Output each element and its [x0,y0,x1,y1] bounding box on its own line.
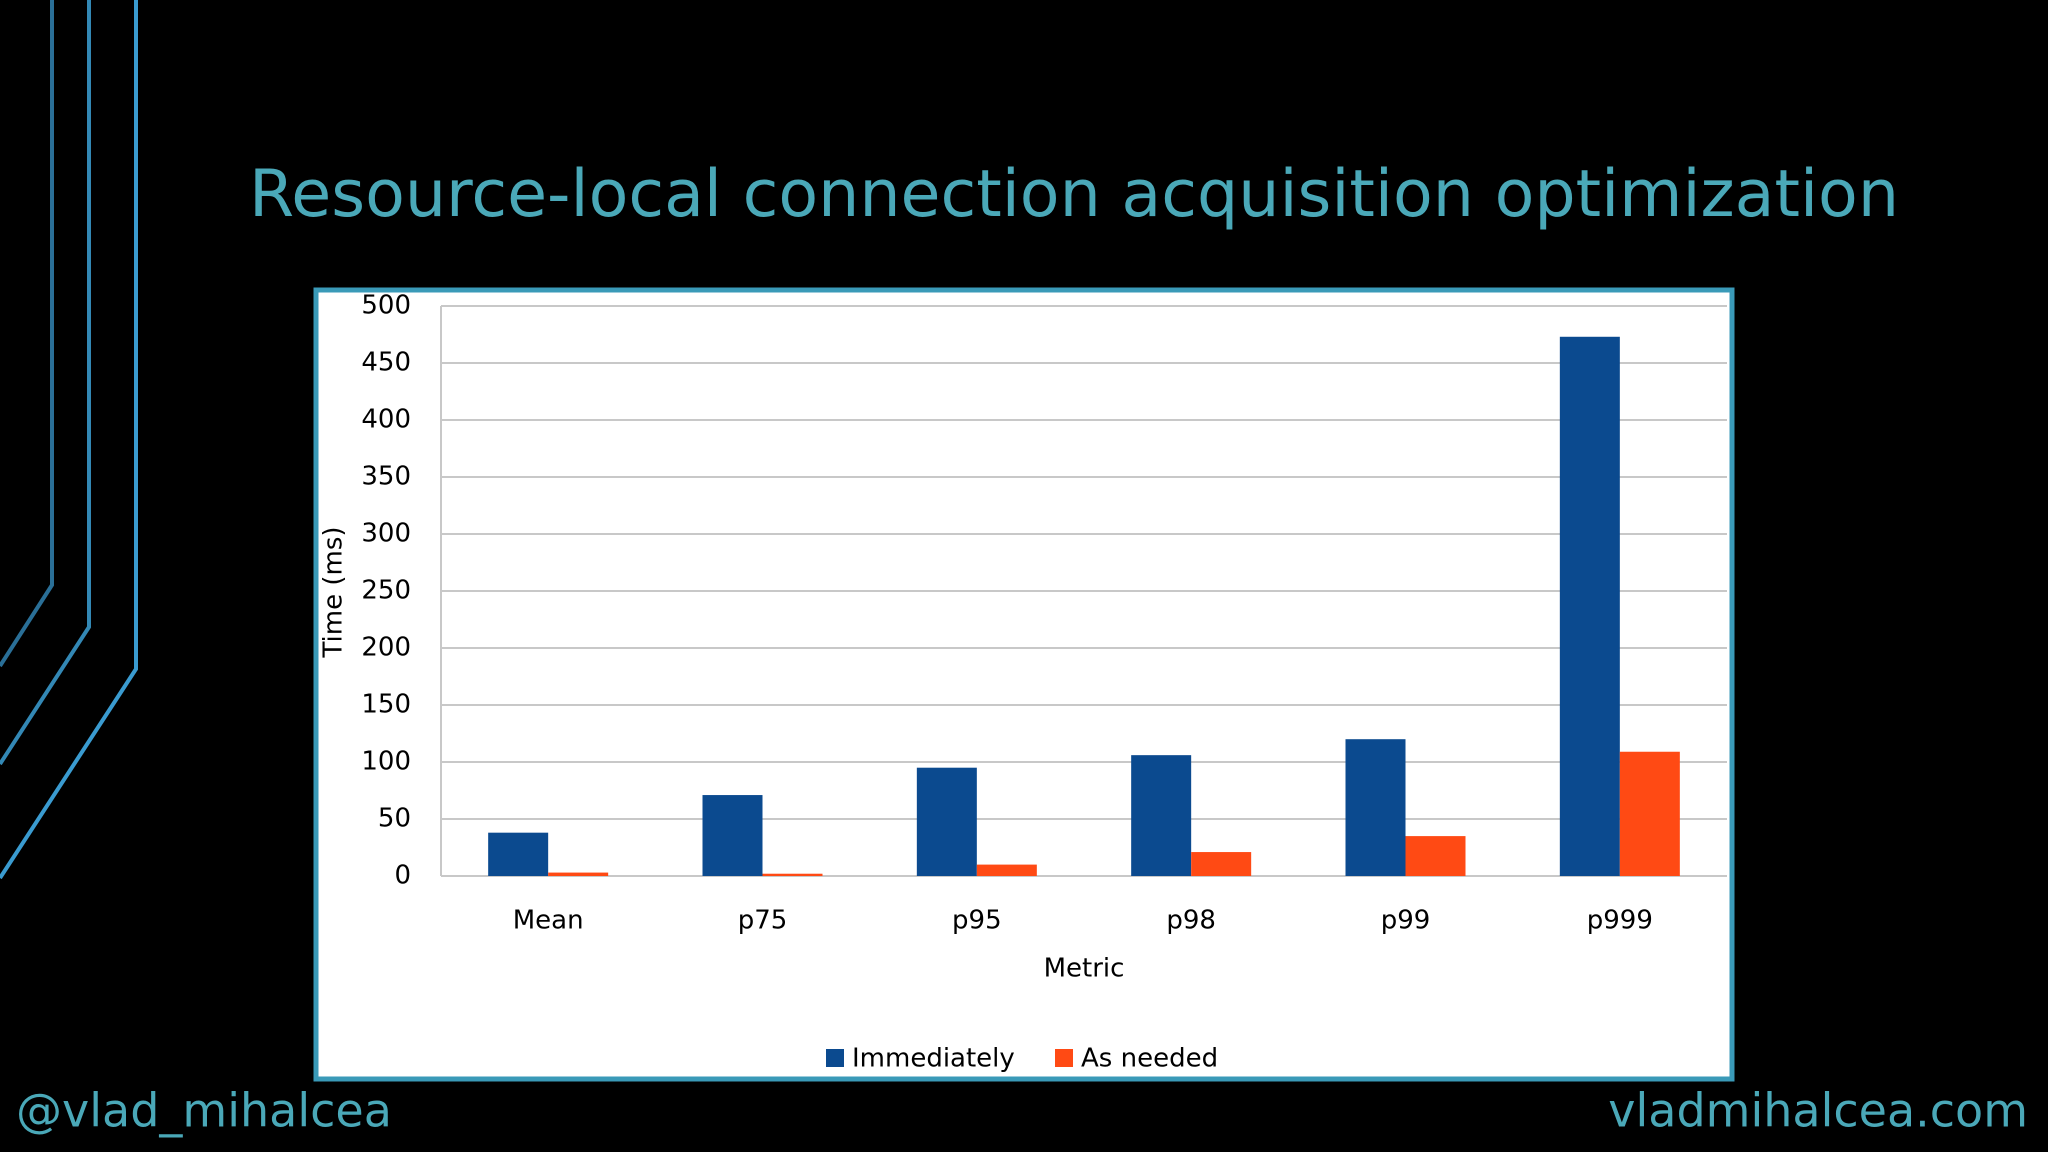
legend-swatch [826,1049,844,1067]
bar [702,795,763,876]
y-tick-label: 350 [361,462,411,492]
y-tick-label: 50 [378,804,411,834]
bar [1191,852,1252,876]
bar [1405,836,1466,876]
chart: 0 50 100 150 200 250 300 350 400 450 500 Mean p75 p95… [319,291,1727,1074]
y-tick-label: 0 [394,861,411,891]
x-axis-label: Metric [1044,954,1125,984]
x-tick-label: Mean [513,906,584,936]
slide-title: Resource-local connection acquisition op… [249,157,1899,232]
y-tick-label: 400 [361,405,411,435]
x-tick-label: p999 [1587,906,1653,936]
y-tick-label: 450 [361,348,411,378]
chart-frame [313,287,1735,1082]
x-tick-label: p98 [1166,906,1216,936]
bar [1131,755,1192,876]
bar [1345,739,1406,876]
y-tick-label: 500 [361,291,411,321]
legend-label: Immediately [852,1044,1015,1074]
y-tick-label: 200 [361,633,411,663]
footer-left: @vlad_mihalcea [16,1084,392,1138]
decor-line [0,0,138,880]
bar [488,832,549,876]
y-tick-label: 100 [361,747,411,777]
y-tick-label: 250 [361,576,411,606]
bar [1559,336,1620,876]
bar [548,872,609,876]
bar [1619,751,1680,876]
x-tick-label: p99 [1381,906,1431,936]
decor-line [0,0,91,766]
y-tick-label: 300 [361,519,411,549]
x-tick-label: p95 [952,906,1002,936]
legend-swatch [1055,1049,1073,1067]
y-axis-label: Time (ms) [319,526,349,658]
bar [762,873,823,876]
decor-line [0,0,54,668]
x-tick-label: p75 [738,906,788,936]
footer-right: vladmihalcea.com [1608,1084,2028,1138]
legend-label: As needed [1081,1044,1218,1074]
bar [916,767,977,876]
bar [976,864,1037,876]
y-tick-label: 150 [361,690,411,720]
